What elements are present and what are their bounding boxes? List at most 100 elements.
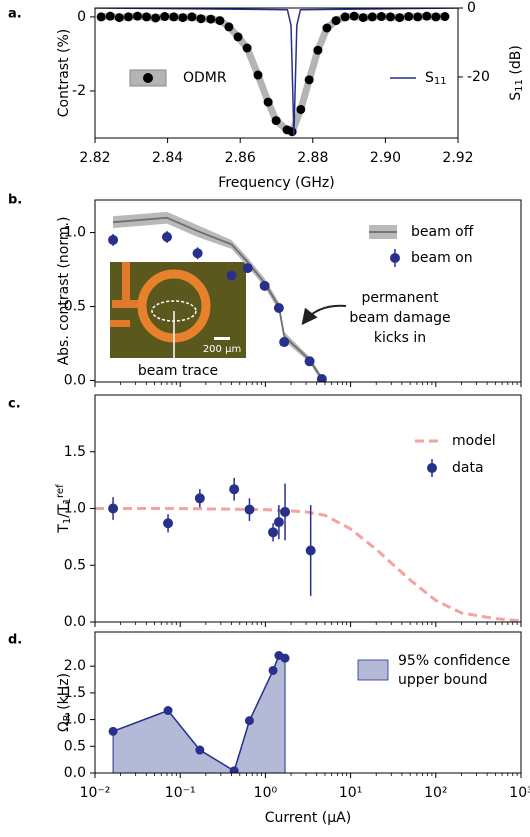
data-point xyxy=(313,45,323,55)
y-axis-label-part: R xyxy=(62,714,73,721)
annotation-line: kicks in xyxy=(374,330,426,346)
legend-label-line: upper bound xyxy=(398,672,488,688)
y-tick-label: 0.0 xyxy=(64,373,86,389)
data-point xyxy=(304,75,314,85)
data-point xyxy=(273,517,284,528)
inset-trace xyxy=(112,300,140,308)
data-point xyxy=(367,12,377,22)
data-point xyxy=(305,545,316,556)
legend-label: beam on xyxy=(411,250,473,266)
data-point xyxy=(187,12,197,22)
y-axis-label: ΩR (kHz) xyxy=(56,673,73,732)
marks xyxy=(108,211,327,382)
data-point xyxy=(163,518,174,529)
legend-label: model xyxy=(452,433,496,449)
y2-axis-label-part: (dB) xyxy=(508,45,524,79)
trace-line xyxy=(95,8,458,136)
data-point xyxy=(142,12,152,22)
y-tick-label: 1.5 xyxy=(64,444,86,460)
data-point xyxy=(226,270,237,281)
data-point xyxy=(349,11,359,21)
y-axis-label-part: 1 xyxy=(62,498,73,504)
data-point xyxy=(422,11,432,21)
data-point xyxy=(316,374,327,382)
y-axis-label: Abs. contrast (norm.) xyxy=(56,217,72,366)
data-point xyxy=(296,104,306,114)
x-tick-label: 10² xyxy=(424,785,447,801)
marks xyxy=(95,8,458,137)
data-point xyxy=(331,16,341,26)
data-point xyxy=(242,263,253,274)
band-line xyxy=(113,216,323,380)
data-point xyxy=(244,504,255,515)
data-point xyxy=(108,234,119,245)
panel-label: a. xyxy=(8,7,22,22)
data-point xyxy=(440,12,450,22)
data-point xyxy=(358,13,368,23)
y-axis-label-part: /T xyxy=(56,504,72,518)
y-axis-label-part: (kHz) xyxy=(56,673,72,714)
legend-marker xyxy=(427,463,437,473)
inset-photo xyxy=(110,262,246,364)
data-point xyxy=(268,665,278,675)
legend-label-part: 11 xyxy=(434,76,447,87)
x-tick-label: 2.92 xyxy=(442,150,473,166)
plot-area xyxy=(108,651,290,773)
data-point xyxy=(280,506,291,517)
annotation-line: beam damage xyxy=(349,310,450,326)
x-tick-label: 2.82 xyxy=(79,150,110,166)
data-point xyxy=(192,248,203,259)
annotation-arrow xyxy=(301,304,347,326)
plot-area xyxy=(95,8,458,137)
x-tick-label: 10⁰ xyxy=(254,785,278,801)
y-tick-label: 1.0 xyxy=(64,712,86,728)
legend-patch xyxy=(357,659,389,681)
legend-marker xyxy=(390,253,400,263)
data-point xyxy=(105,11,115,21)
scale-bar xyxy=(214,337,230,340)
y2-axis-label-part: S xyxy=(508,92,524,101)
axes-frame xyxy=(94,394,522,623)
data-point xyxy=(322,23,332,33)
data-point xyxy=(151,13,161,23)
marks xyxy=(108,651,290,773)
y2-axis-label: S11 (dB) xyxy=(508,45,525,101)
y-tick-label: 1.0 xyxy=(64,225,86,241)
data-point xyxy=(195,745,205,755)
x-tick-label: 2.84 xyxy=(152,150,183,166)
axes-frame xyxy=(94,7,459,139)
x-tick-label: 10⁻² xyxy=(80,785,111,801)
data-point xyxy=(287,127,297,137)
y-tick-label: 1.0 xyxy=(64,501,86,517)
inset-trace xyxy=(110,320,130,327)
y-tick-label: 2.0 xyxy=(64,658,86,674)
y2-tick-label: 0 xyxy=(467,0,476,16)
data-point xyxy=(169,12,179,22)
data-point xyxy=(229,766,239,773)
y-tick-label: 0 xyxy=(77,9,86,25)
y-tick-label: 0.5 xyxy=(64,738,86,754)
legend-label-part: S xyxy=(425,70,434,86)
data-point xyxy=(376,12,386,22)
data-point xyxy=(279,337,290,348)
data-point xyxy=(108,503,119,514)
y-axis-label-part: 1 xyxy=(62,518,73,524)
data-point xyxy=(108,726,118,736)
y-tick-label: 1.5 xyxy=(64,685,86,701)
panel-label: c. xyxy=(8,397,21,412)
y-axis-label: T1/T1ref xyxy=(55,484,73,534)
x-axis-label: Frequency (GHz) xyxy=(218,175,334,191)
legend-label: beam off xyxy=(411,224,474,240)
data-point xyxy=(233,32,243,42)
data-point xyxy=(162,231,173,242)
y2-axis-label-part: 11 xyxy=(514,79,525,92)
y-axis-label-part: Ω xyxy=(56,721,72,732)
y-tick-label: 0.0 xyxy=(64,765,86,781)
x-tick-label: 2.90 xyxy=(370,150,401,166)
data-point xyxy=(194,493,205,504)
y-axis-label: Contrast (%) xyxy=(56,29,72,118)
axes-frame xyxy=(94,199,522,383)
panel-label: b. xyxy=(8,193,22,208)
